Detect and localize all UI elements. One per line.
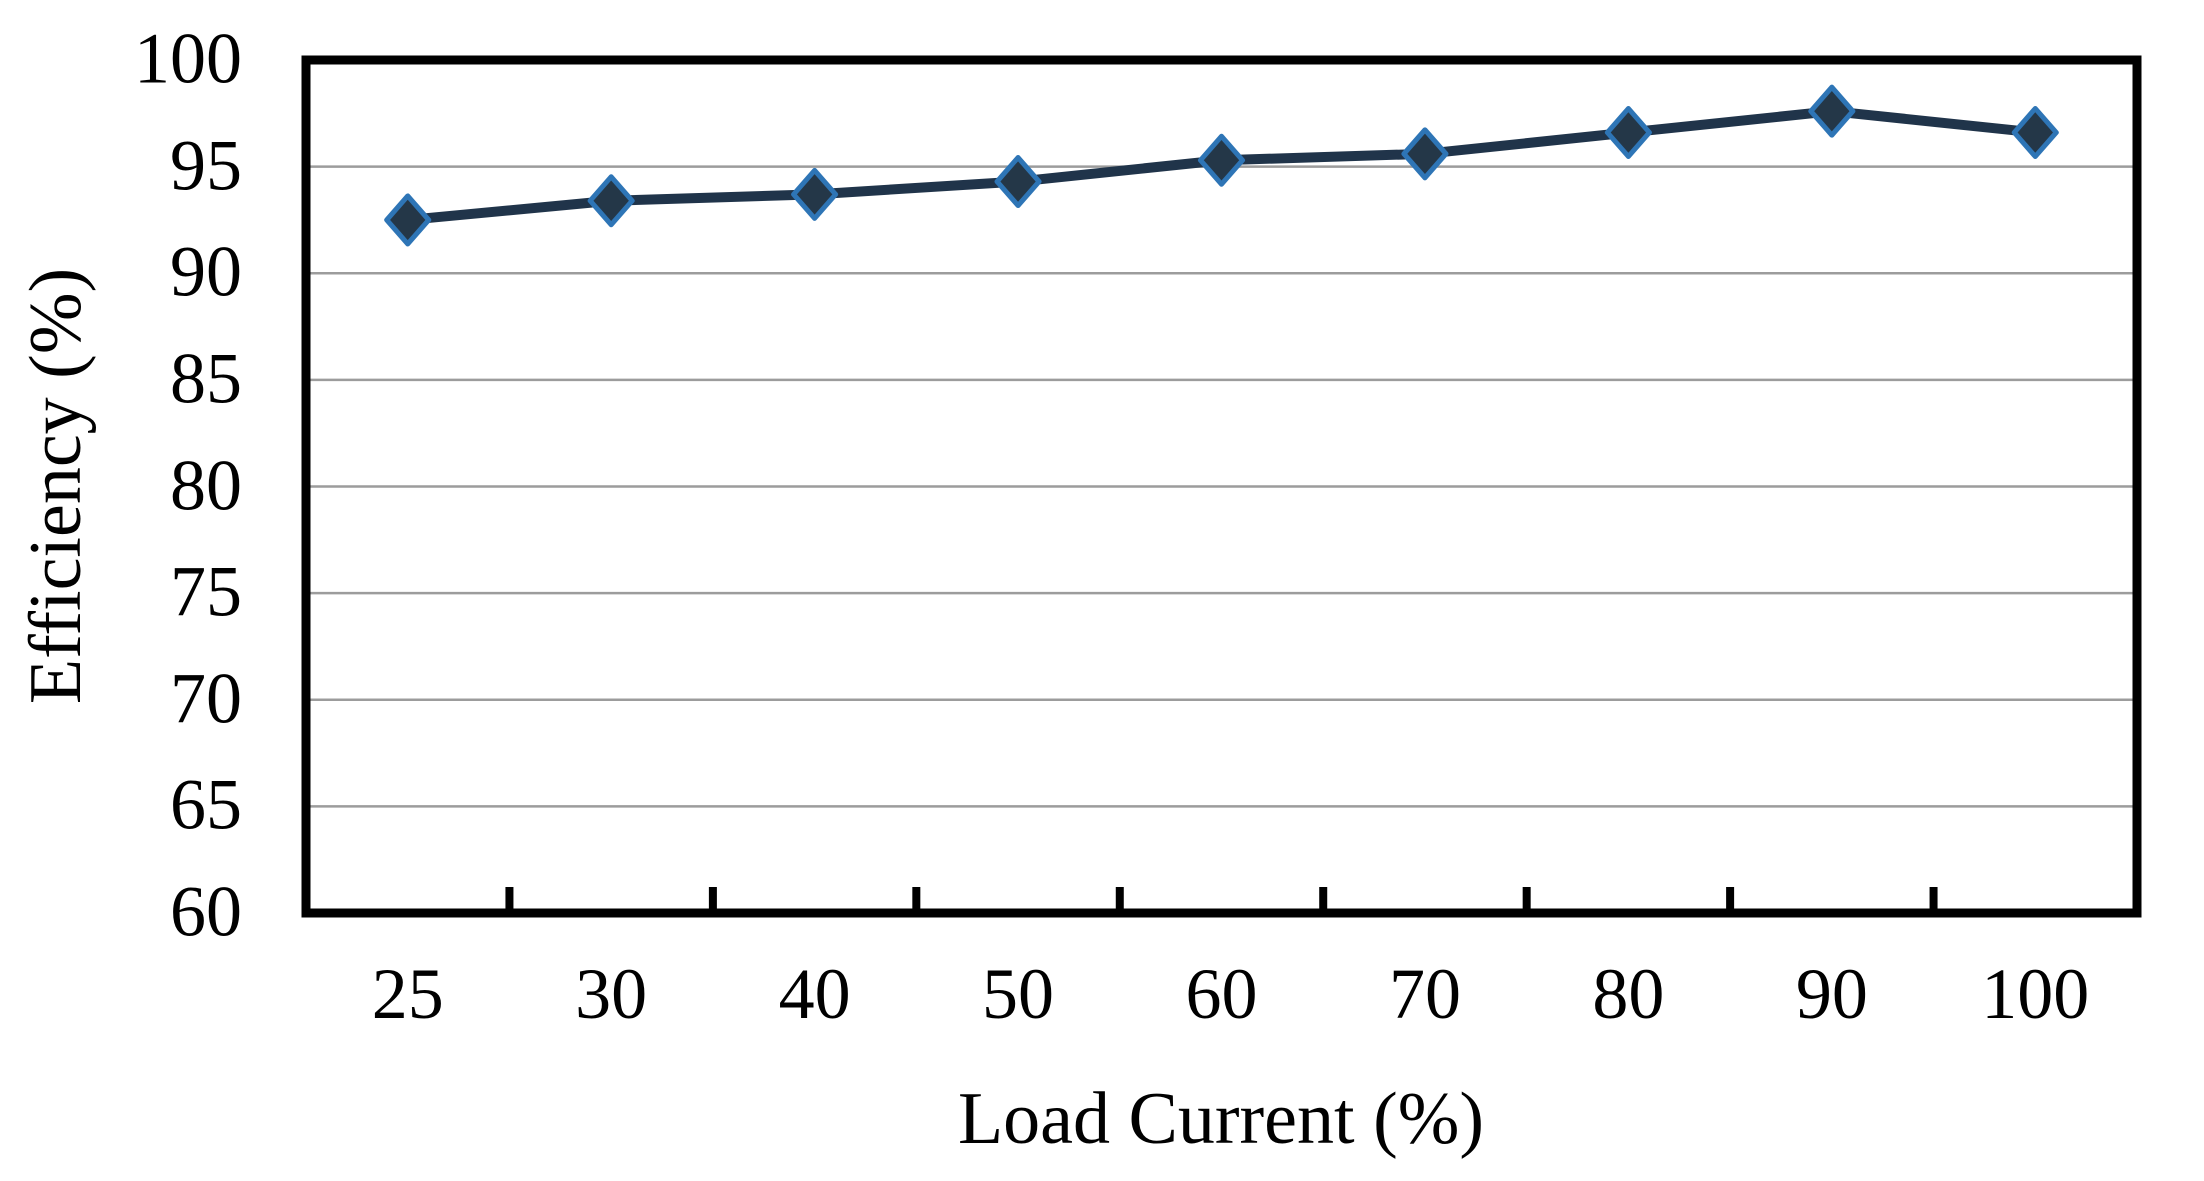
x-tick-label: 30	[575, 954, 648, 1034]
y-tick-label: 100	[134, 18, 242, 99]
data-point-marker	[2011, 106, 2059, 160]
x-tick-label: 50	[982, 954, 1055, 1034]
data-point-marker	[1604, 106, 1652, 160]
data-point-marker	[384, 193, 432, 247]
y-tick-label: 95	[170, 125, 242, 206]
x-axis-title: Load Current (%)	[957, 1078, 1485, 1160]
y-tick-label: 65	[170, 764, 242, 845]
x-tick-label: 70	[1388, 954, 1461, 1034]
x-tick-label: 25	[371, 954, 444, 1034]
x-tick-label: 40	[778, 954, 851, 1034]
y-tick-label: 85	[170, 338, 242, 419]
y-tick-label: 60	[170, 871, 242, 952]
x-tick-label: 80	[1592, 954, 1665, 1034]
y-tick-label: 75	[170, 551, 242, 632]
y-axis-title: Efficiency (%)	[15, 267, 97, 705]
y-tick-label: 80	[170, 445, 242, 526]
x-tick-label: 100	[1981, 954, 2090, 1034]
data-point-marker	[791, 167, 839, 221]
data-point-marker	[994, 155, 1042, 209]
data-point-marker	[1401, 127, 1449, 181]
plot-border	[301, 55, 2142, 918]
x-tick-label: 60	[1185, 954, 1258, 1034]
data-point-marker	[1198, 133, 1245, 187]
data-point-marker	[587, 174, 635, 228]
data-point-marker	[1808, 84, 1856, 138]
y-tick-label: 90	[170, 231, 242, 312]
y-tick-label: 70	[170, 658, 242, 739]
x-tick-label: 90	[1795, 954, 1868, 1034]
